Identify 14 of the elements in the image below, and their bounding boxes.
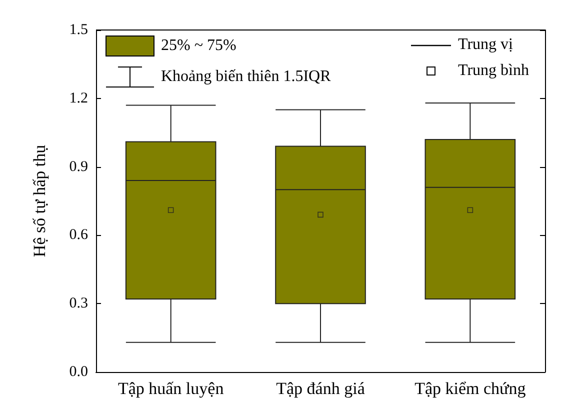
x-tick-label: Tập đánh giá [276,379,366,398]
y-tick-label: 1.2 [69,90,88,106]
y-tick-label: 0.3 [69,296,88,312]
x-tick-label: Tập kiểm chứng [414,379,526,398]
y-tick-label: 1.5 [69,22,88,38]
y-axis-title: Hệ số tự hấp thụ [30,144,49,258]
annotation: Trung vị [458,36,513,54]
annotation: Khoảng biến thiên 1.5IQR [161,68,331,86]
y-tick-label: 0.0 [69,364,88,380]
x-tick-label: Tập huấn luyện [118,379,224,398]
annotation: 25% ~ 75% [161,37,236,55]
y-tick-label: 0.6 [69,227,88,244]
y-tick-label: 0.9 [69,158,88,175]
annotation: Trung bình [458,62,529,80]
